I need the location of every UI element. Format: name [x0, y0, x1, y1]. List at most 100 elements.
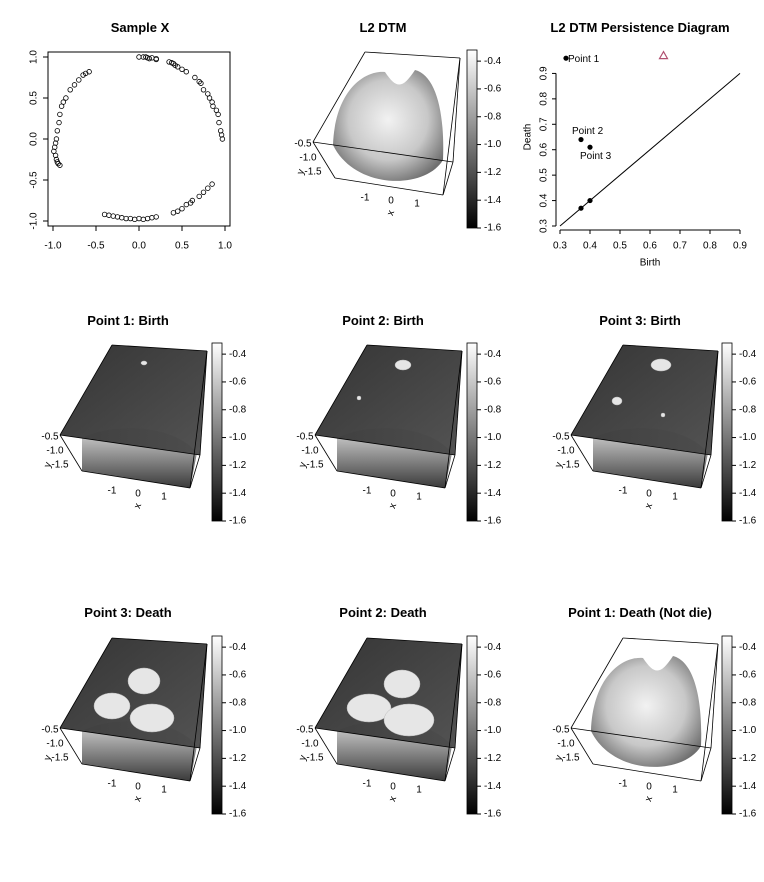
- b2-surface-plot: -0.5 -1.0 -1.5y -1 0 1 x: [296, 344, 463, 510]
- dtm-surface: [333, 70, 444, 181]
- pd-y-tick-label: 0.7: [539, 117, 550, 131]
- d1-colorbar-tick-label: -0.6: [739, 670, 757, 681]
- pd-x-tick-label: 0.9: [733, 241, 747, 252]
- sample-point: [57, 111, 63, 118]
- d1-colorbar-tick-label: -0.4: [739, 642, 757, 653]
- b1-surface-blob: [140, 360, 148, 366]
- sample-y-tick-label: -1.0: [29, 212, 40, 230]
- dtm-colorbar-tick-label: -1.4: [484, 195, 502, 206]
- b1-x-tick-label: 1: [161, 492, 167, 503]
- d2-y-tick-label: -0.5: [296, 725, 314, 736]
- b3-colorbar: -0.4 -0.6 -0.8 -1.0 -1.2 -1.4 -1.6: [721, 342, 757, 527]
- b3-x-tick-label: -1: [619, 486, 628, 497]
- sample-point: [179, 66, 185, 72]
- b2-colorbar-tick-label: -1.6: [484, 516, 502, 527]
- b3-box-edge: [710, 350, 719, 456]
- pd-point-label: Point 3: [580, 151, 612, 162]
- d3-surface-blob: [93, 692, 131, 720]
- b2-colorbar-tick-label: -0.8: [484, 404, 502, 415]
- d1-colorbar-tick-label: -1.6: [739, 809, 757, 820]
- b3-box-edge: [622, 344, 719, 352]
- pd-title: L2 DTM Persistence Diagram: [550, 20, 730, 35]
- b1-colorbar-tick-label: -0.4: [229, 349, 247, 360]
- b3-box-edge: [570, 434, 712, 456]
- sample-x-tick-label: -0.5: [87, 241, 105, 252]
- b2-box-edge: [454, 350, 463, 456]
- d2-title: Point 2: Death: [339, 605, 427, 620]
- b3-surface-blob: [660, 412, 666, 418]
- b3-colorbar-bar: [721, 342, 733, 522]
- sample-point: [153, 214, 159, 220]
- dtm-box-edge: [452, 57, 461, 163]
- d1-colorbar-tick-label: -0.8: [739, 697, 757, 708]
- pd-y-tick-label: 0.8: [539, 91, 550, 105]
- b1-x-tick-label: -1: [108, 486, 117, 497]
- pd-point-label: Point 1: [568, 54, 600, 65]
- b2-x-axis-label: x: [387, 502, 399, 510]
- dtm-colorbar-tick-label: -1.6: [484, 223, 502, 234]
- d1-colorbar-tick-label: -1.2: [739, 753, 757, 764]
- b2-y-tick-label: -1.5: [306, 460, 324, 471]
- d2-y-axis-label: y: [297, 754, 309, 762]
- d3-x-tick-label: -1: [108, 779, 117, 790]
- d3-box-edge: [199, 643, 208, 749]
- sample-point: [101, 211, 108, 218]
- d2-box-edge: [336, 763, 446, 782]
- b3-y-tick-label: -0.5: [552, 432, 570, 443]
- d3-colorbar: -0.4 -0.6 -0.8 -1.0 -1.2 -1.4 -1.6: [211, 635, 247, 820]
- pd-y-tick-label: 0.9: [539, 66, 550, 80]
- sample-point: [54, 128, 60, 134]
- d3-colorbar-tick-label: -0.4: [229, 642, 247, 653]
- d3-colorbar-tick-label: -1.4: [229, 781, 247, 792]
- b3-x-tick-label: 0: [646, 489, 652, 500]
- b3-colorbar-tick-label: -0.4: [739, 349, 757, 360]
- sample-point: [179, 205, 185, 212]
- d1-box-edge: [622, 637, 719, 645]
- b1-box-edge: [201, 350, 208, 392]
- d1-colorbar-tick-label: -1.4: [739, 781, 757, 792]
- d1-box-edge: [570, 637, 624, 729]
- sample-y-tick-label: -0.5: [29, 171, 40, 189]
- pd-y-tick-label: 0.6: [539, 142, 550, 156]
- sample-point: [119, 215, 125, 221]
- d1-x-tick-label: -1: [619, 779, 628, 790]
- dtm-x-tick-label: -1: [361, 193, 370, 204]
- sample-title: Sample X: [110, 20, 170, 35]
- sample-point: [67, 87, 73, 93]
- pd-point: [563, 55, 569, 61]
- d3-box-edge: [59, 727, 201, 749]
- dtm-box-edge: [312, 141, 454, 163]
- dtm-box-edge: [454, 57, 461, 99]
- sample-y-tick-label: 0.5: [29, 91, 40, 105]
- b1-y-tick-label: -0.5: [41, 432, 59, 443]
- sample-point: [80, 72, 86, 78]
- d2-box-edge: [444, 683, 458, 782]
- sample-point: [110, 213, 116, 219]
- sample-point: [55, 160, 61, 167]
- d3-x-axis-label: x: [132, 795, 144, 803]
- d2-box-edge: [456, 643, 463, 685]
- b3-colorbar-tick-label: -1.0: [739, 432, 757, 443]
- dtm-colorbar-bar: [466, 49, 478, 229]
- sample-point: [205, 185, 211, 191]
- dtm-colorbar-tick-label: -1.2: [484, 167, 502, 178]
- d3-x-tick-label: 0: [135, 782, 141, 793]
- b3-surface-plot: -0.5 -1.0 -1.5y -1 0 1 x: [552, 344, 719, 510]
- b1-box-edge: [111, 344, 208, 352]
- b2-box-edge: [314, 434, 338, 472]
- d1-x-tick-label: 0: [646, 782, 652, 793]
- b1-colorbar-bar: [211, 342, 223, 522]
- b2-box-edge: [444, 390, 458, 489]
- d3-box-edge: [81, 763, 191, 782]
- b2-x-tick-label: 0: [390, 489, 396, 500]
- d2-box-edge: [454, 643, 463, 749]
- d2-box-edge: [314, 727, 338, 765]
- b3-box-edge: [592, 470, 702, 489]
- d2-colorbar-tick-label: -0.4: [484, 642, 502, 653]
- b2-box-edge: [456, 350, 463, 392]
- b3-colorbar-tick-label: -1.4: [739, 488, 757, 499]
- dtm-box-edge: [442, 161, 454, 196]
- d1-box-edge: [570, 727, 712, 749]
- d3-y-tick-label: -1.0: [46, 739, 64, 750]
- sample-point: [183, 69, 189, 75]
